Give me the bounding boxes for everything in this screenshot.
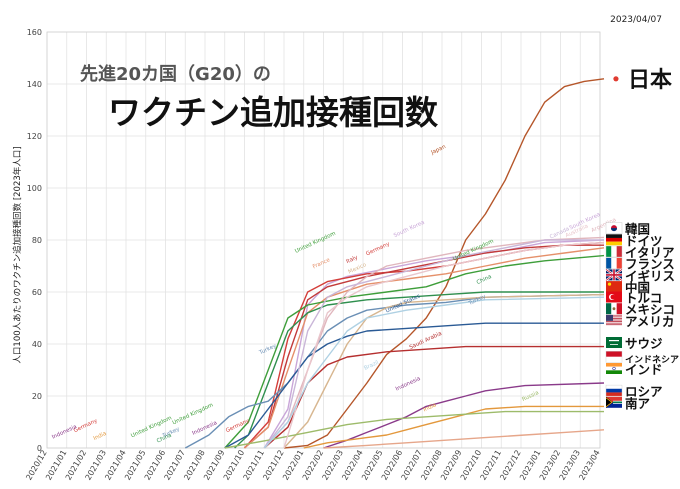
it-flag-icon [605,245,623,258]
legend-label: ロシア [625,384,663,399]
us-flag-icon [606,314,622,326]
y-tick-label: 120 [27,132,42,141]
y-tick-label: 40 [32,340,42,349]
legend-item-ru: ロシア [605,384,663,399]
legend-label: 中国 [625,280,650,295]
series-line [224,254,605,449]
series-label: Germany [225,418,251,434]
de-flag-icon [606,234,622,246]
legend-label: インド [625,362,663,377]
series-label: United Kingdom [294,231,337,255]
date-stamp: 2023/04/07 [610,15,662,25]
series-line [234,291,604,449]
chart-title: ワクチン追加接種回数 [108,93,439,132]
series-line [263,239,604,449]
series-line [224,410,604,449]
gb-flag-icon [605,268,623,282]
legend-item-mx: メキシコ [606,302,675,317]
series-label: Germany [73,418,99,434]
legend-item-id: インドネシア [605,351,679,365]
series-line [283,241,605,449]
series-line [323,382,605,449]
series-line [323,429,605,449]
series-label: Germany [365,241,391,257]
legend-item-in: インド [606,362,663,377]
y-tick-label: 100 [27,184,42,193]
series-label: Russia [521,390,540,403]
legend-item-de: ドイツ [606,233,663,248]
series-line [303,405,604,449]
japan-end-dot [613,76,619,82]
series-label: Italy [346,254,360,265]
y-tick-label: 60 [32,288,42,297]
fr-flag-icon [605,257,623,269]
y-tick-label: 160 [27,28,42,37]
series-line [244,247,605,449]
series-label: Turkey [258,343,278,357]
legend-item-fr: フランス [605,257,675,272]
kr-flag-icon [605,222,623,234]
legend-label: 韓国 [625,222,650,237]
legend-label: 南ア [625,396,650,411]
y-tick-label: 0 [37,444,42,453]
cn-flag-icon [606,281,622,293]
series-line [283,78,605,449]
tr-flag-icon [606,291,622,303]
series-label: China [156,433,173,445]
series-label: Indonesia [395,376,422,393]
series-line [283,293,605,449]
legend-label: サウジ [625,336,663,351]
legend-label: フランス [625,257,675,272]
y-tick-label: 140 [27,80,42,89]
series-line [263,296,605,449]
legend-item-za: 南ア [605,396,650,411]
series-label: India [423,402,438,413]
legend-item-us: アメリカ [606,314,674,329]
ru-flag-icon [605,384,623,397]
legend-label: インドネシア [625,354,679,365]
series-line [184,293,605,449]
legend-item-jp: 日本 [628,68,672,93]
series-line [244,244,604,449]
y-axis-ticks: 0 20 40 60 80 100 120 140 160 [27,28,42,453]
legend-label: イタリア [625,245,675,260]
y-axis-label: 人口100人あたりのワクチン追加接種回数 [2023年人口] [12,146,23,363]
series-label: France [312,257,332,270]
id-flag-icon [605,351,623,363]
za-flag-icon [605,396,622,408]
legend-label: メキシコ [625,302,675,317]
series-line [224,322,604,449]
y-tick-label: 80 [32,236,42,245]
legend-item-kr: 韓国 [605,222,650,237]
series-label: Japan [430,144,448,157]
legend-label: ドイツ [625,233,663,248]
series-label: China [476,274,493,286]
series-line [263,239,605,449]
sa-flag-icon [606,337,622,348]
legend-item-it: イタリア [605,245,675,260]
legend-label: トルコ [625,291,662,306]
chart-subtitle: 先進20カ国（G20）の [80,63,271,85]
legend-item-gb: イギリス [605,268,675,283]
legend-label: イギリス [625,268,675,283]
legend-item-cn: 中国 [606,280,650,295]
series-label: India [93,431,108,442]
legend-item-tr: トルコ [606,291,662,306]
y-tick-label: 20 [32,392,42,401]
series-lines [184,76,619,449]
legend-label: 日本 [628,68,672,93]
mx-flag-icon [606,303,622,315]
x-axis-ticks: 2020/122021/012021/022021/032021/042021/… [24,449,601,482]
series-label: Brazil [363,360,380,372]
in-flag-icon [606,363,622,374]
legend-label: アメリカ [625,314,674,329]
series-label: South Korea [393,220,426,240]
legend-item-sa: サウジ [606,336,663,351]
legend: 日本韓国ドイツイタリアフランスイギリス中国トルコメキシコアメリカサウジインドネシ… [605,68,679,411]
